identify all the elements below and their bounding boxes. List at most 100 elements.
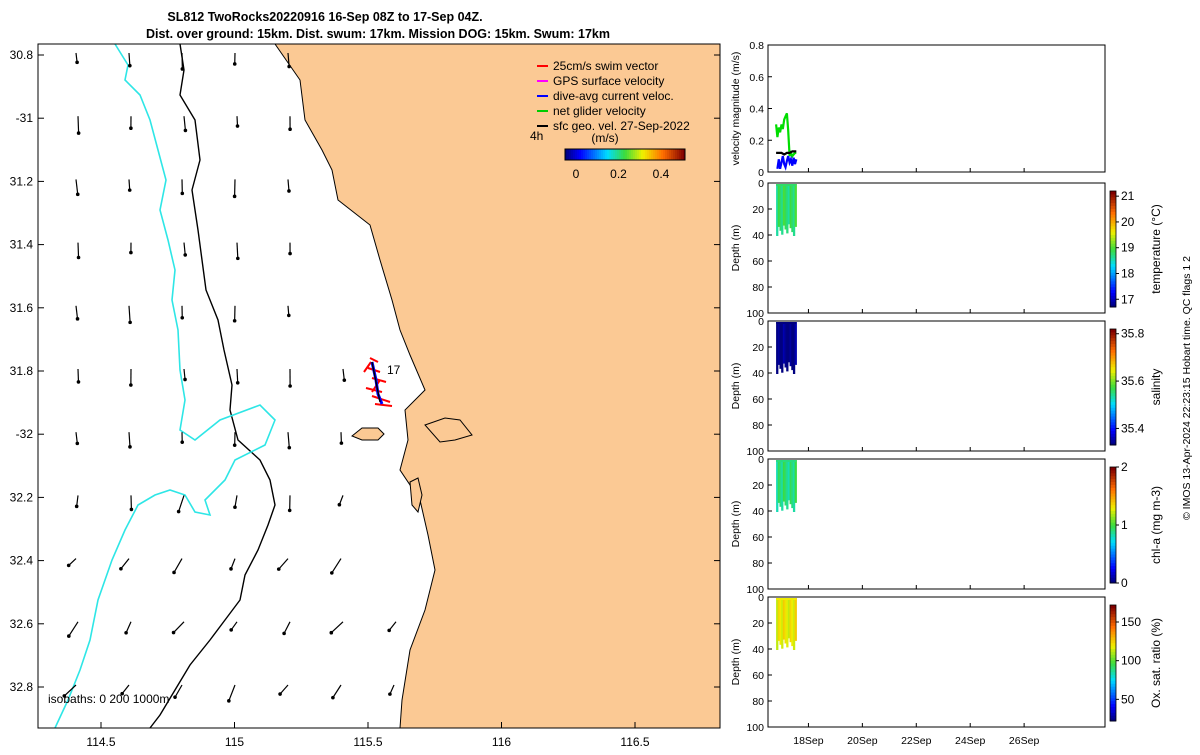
colorbar-tick-label: 0 [1121,576,1128,590]
colorbar-cell [1110,631,1116,634]
colorbar-cell [1110,255,1116,258]
colorbar-cell [1110,663,1116,666]
time-tick-label: 26Sep [1009,735,1040,747]
colorbar-cell [1110,637,1116,640]
lat-tick-label: 31.6 [10,301,34,315]
colorbar-cell [1110,701,1116,704]
colorbar-cell [1110,332,1116,335]
colorbar-cell [1110,410,1116,413]
colorbar-cell [1110,467,1116,470]
profile-cell [795,322,797,365]
profile-surface [776,598,796,600]
colorbar-cell [1110,712,1116,715]
velocity-vector-head [180,440,184,444]
colorbar-cell [1110,513,1116,516]
colorbar-cell [1110,252,1116,255]
velocity-vector-head [77,380,81,384]
colorbar-cell [1110,295,1116,298]
colorbar-cell [1110,672,1116,675]
colorbar-cell [1110,516,1116,519]
colorbar-cell [1110,361,1116,364]
colorbar-cell [1110,548,1116,551]
velocity-vector-head [288,384,292,388]
colorbar-cell [1110,608,1116,611]
colorbar-cell [1110,476,1116,479]
velocity-vector-head [233,443,237,447]
credit-text: © IMOS 13-Apr-2024 22:23:15 Hobart time.… [1181,256,1193,520]
colorbar-tick-label: 20 [1121,215,1135,229]
velocity-vector [129,53,130,66]
velocity-vector-head [172,571,176,575]
colorbar-cell [1110,566,1116,569]
velocity-vector-head [340,441,344,445]
colorbar-cell [1110,657,1116,660]
velocity-vector-head [331,696,335,700]
colorbar-cell [1110,525,1116,528]
colorbar-cell [1110,387,1116,390]
colorbar-cell [1110,669,1116,672]
colorbar-cell [1110,643,1116,646]
colorbar-cell [1110,692,1116,695]
legend-label: net glider velocity [553,104,646,118]
colorbar-cell [1110,223,1116,226]
lon-tick-label: 115.5 [353,735,382,749]
colorbar-cell [1110,419,1116,422]
colorbar-cell [1110,413,1116,416]
colorbar-cell [1110,232,1116,235]
colorbar-cell [1110,560,1116,563]
colorbar-cell [1110,649,1116,652]
colorbar-cell [1110,545,1116,548]
colorbar-cell [1110,634,1116,637]
colorbar-cell [1110,191,1116,194]
colorbar-cell [1110,290,1116,293]
velocity-vector-head [282,632,286,636]
colorbar-cell [1110,364,1116,367]
colorbar-cell [1110,431,1116,434]
colorbar-cell [1110,399,1116,402]
velocity-vector-head [124,631,128,635]
colorbar-cell [1110,640,1116,643]
velocity-vector-head [77,256,81,260]
lat-tick-label: 32.8 [10,680,34,694]
lat-tick-label: 32.6 [10,617,34,631]
colorbar-cell [1110,611,1116,614]
colorbar-cell [1110,484,1116,487]
y-axis-label: Depth (m) [730,501,742,548]
y-tick-label: 80 [752,420,764,432]
colorbar-cell [1110,293,1116,296]
colorbar-cell [1110,367,1116,370]
y-tick-label: 40 [752,644,764,656]
time-tick-label: 24Sep [955,735,986,747]
velocity-vector-head [236,257,240,261]
colorbar-cell [1110,511,1116,514]
time-tick-label: 20Sep [847,735,878,747]
map-panel: SL812 TwoRocks20220916 16-Sep 08Z to 17-… [10,10,720,749]
velocity-vector-head [338,503,342,507]
velocity-vector-head [287,65,291,69]
y-tick-label: 80 [752,696,764,708]
velocity-vector [237,243,238,259]
colorbar-cell [1110,551,1116,554]
y-axis-label: Depth (m) [730,363,742,410]
velocity-vector-head [288,509,292,513]
colorbar-cell [1110,490,1116,493]
colorbar-unit: (m/s) [591,131,618,145]
velocity-vector-head [233,195,237,199]
colorbar-cell [1110,349,1116,352]
colorbar-cell [1110,200,1116,203]
legend-label: sfc geo. vel. 27-Sep-2022 [553,119,690,133]
y-tick-label: 80 [752,558,764,570]
colorbar-cell [1110,373,1116,376]
colorbar-cell [1110,574,1116,577]
colorbar-cell [1110,499,1116,502]
colorbar-cell [1110,203,1116,206]
colorbar-cell [1110,479,1116,482]
colorbar-cell [1110,352,1116,355]
colorbar-cell [1110,660,1116,663]
velocity-vector-head [288,252,292,256]
colorbar-cell [1110,620,1116,623]
map-title-line1: SL812 TwoRocks20220916 16-Sep 08Z to 17-… [167,10,482,24]
profile-surface [776,460,796,462]
